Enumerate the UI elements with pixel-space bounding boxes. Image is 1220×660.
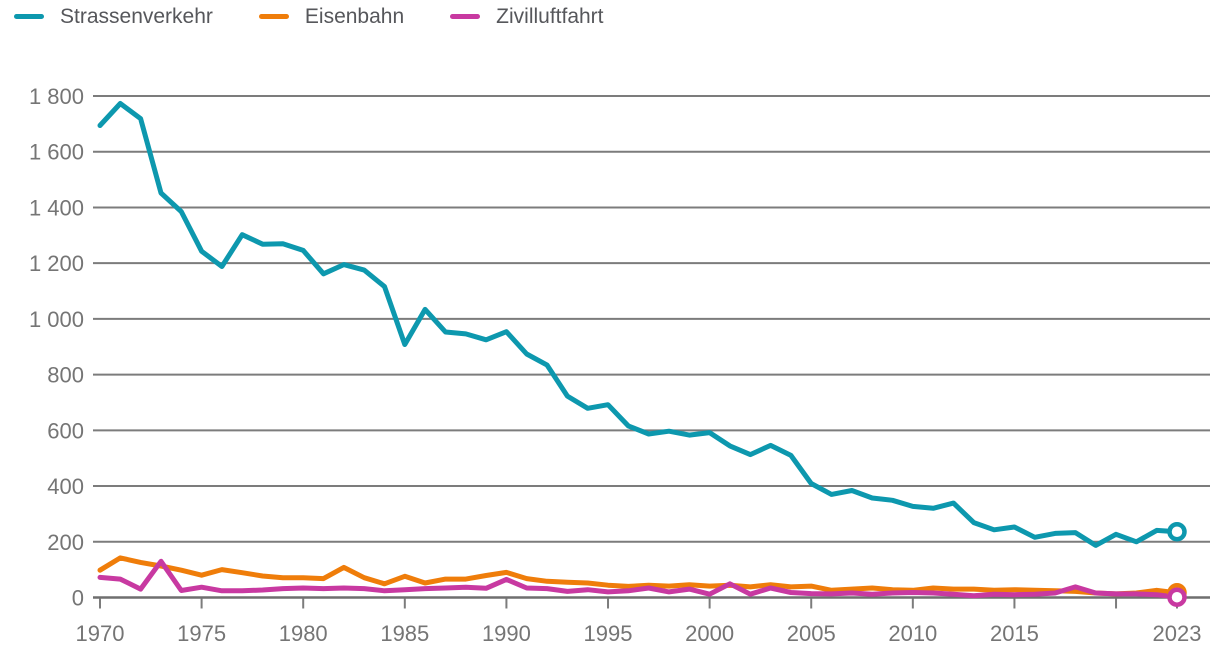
x-axis-tick-label: 1980 <box>279 621 328 646</box>
y-axis-tick-label: 1 600 <box>29 140 84 165</box>
end-marker-strassenverkehr <box>1167 521 1187 542</box>
line-swatch-icon <box>450 14 481 19</box>
x-axis-tick-label: 2023 <box>1153 621 1202 646</box>
legend-label: Zivilluftfahrt <box>496 5 604 28</box>
y-axis-tick-label: 800 <box>47 363 84 388</box>
y-axis-tick-label: 1 200 <box>29 251 84 276</box>
series-line-eisenbahn <box>97 555 1180 597</box>
y-axis-tick-label: 1 800 <box>29 84 84 109</box>
legend-label: Eisenbahn <box>304 5 405 28</box>
series-line-zivilluftfahrt <box>97 558 1180 600</box>
x-axis-tick-label: 1990 <box>482 621 531 646</box>
y-axis-tick-label: 400 <box>47 474 84 499</box>
x-axis-tick-label: 1975 <box>177 621 226 646</box>
y-axis-tick-label: 600 <box>47 418 84 443</box>
x-axis-tick-label: 2010 <box>888 621 937 646</box>
legend-item-zivilluftfahrt[interactable]: Zivilluftfahrt <box>450 5 604 28</box>
x-axis-tick-label: 1985 <box>380 621 429 646</box>
series-line-strassenverkehr <box>97 101 1180 548</box>
x-axis-tick-label: 2005 <box>787 621 836 646</box>
line-swatch-icon <box>14 14 44 19</box>
x-axis-tick-label: 2000 <box>685 621 734 646</box>
chart-legend: Strassenverkehr Eisenbahn Zivilluftfahrt <box>14 6 604 27</box>
y-axis-tick-label: 1 000 <box>29 307 84 332</box>
legend-item-eisenbahn[interactable]: Eisenbahn <box>258 5 405 28</box>
line-swatch-icon <box>258 14 289 19</box>
y-axis-tick-label: 200 <box>47 530 84 555</box>
x-axis-tick-label: 1995 <box>584 621 633 646</box>
y-axis-tick-label: 1 400 <box>29 195 84 220</box>
y-axis-tick-label: 0 <box>72 586 84 611</box>
end-marker-zivilluftfahrt <box>1167 587 1187 607</box>
x-axis-tick-label: 2015 <box>990 621 1039 646</box>
legend-label: Strassenverkehr <box>60 5 213 28</box>
x-axis-tick-label: 1970 <box>76 621 125 646</box>
legend-item-strassenverkehr[interactable]: Strassenverkehr <box>14 6 213 27</box>
